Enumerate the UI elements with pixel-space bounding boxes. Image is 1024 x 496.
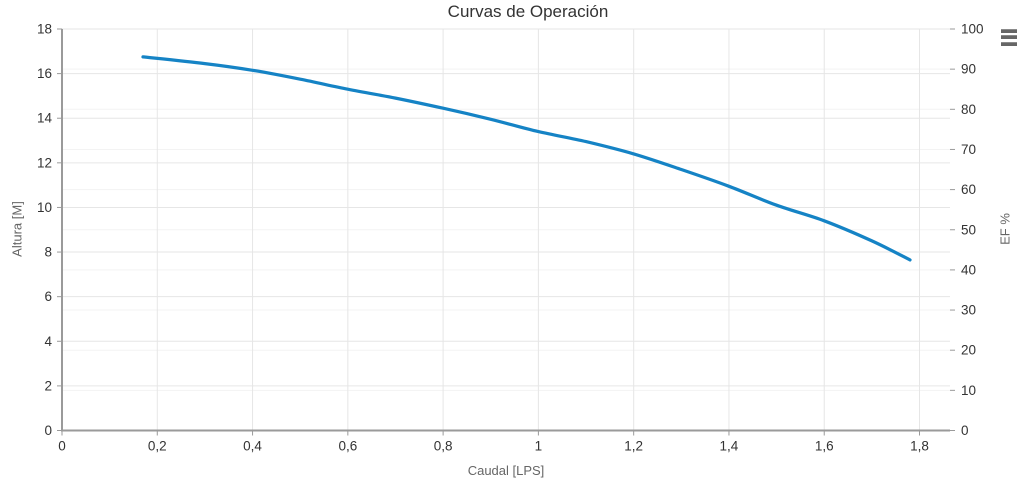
y-right-tick-label: 40 <box>961 262 976 277</box>
x-tick-label: 1,2 <box>624 439 643 454</box>
y-right-tick-label: 70 <box>961 142 976 157</box>
hamburger-menu-icon <box>1000 28 1018 46</box>
y-right-tick-label: 80 <box>961 102 976 117</box>
y-left-tick-label: 0 <box>44 423 52 438</box>
x-tick-label: 0 <box>58 439 66 454</box>
y-axis-right-title: EF % <box>997 213 1013 245</box>
x-tick-label: 1,6 <box>815 439 834 454</box>
series-line-altura[interactable] <box>141 55 912 262</box>
x-tick-label: 1,8 <box>910 439 929 454</box>
y-left-tick-label: 4 <box>44 334 52 349</box>
x-axis-title: Caudal [LPS] <box>467 463 545 478</box>
x-tick-label: 1,4 <box>720 439 739 454</box>
y-right-tick-label: 20 <box>961 343 976 358</box>
chart-context-menu-button[interactable] <box>997 25 1021 49</box>
x-tick-label: 1 <box>535 439 543 454</box>
x-tick-label: 0,2 <box>148 439 167 454</box>
y-left-tick-label: 6 <box>44 289 52 304</box>
y-right-tick-label: 50 <box>961 222 976 237</box>
x-tick-label: 0,4 <box>243 439 262 454</box>
y-right-tick-label: 30 <box>961 303 976 318</box>
y-left-tick-label: 14 <box>37 111 53 126</box>
y-left-tick-label: 12 <box>37 155 52 170</box>
y-left-tick-label: 2 <box>44 378 52 393</box>
y-right-tick-label: 0 <box>961 423 969 438</box>
y-left-tick-label: 10 <box>37 200 52 215</box>
y-axis-left-title: Altura [M] <box>9 201 25 257</box>
chart-title: Curvas de Operación <box>447 2 609 21</box>
y-left-tick-label: 18 <box>37 22 52 37</box>
y-right-tick-label: 100 <box>961 22 984 37</box>
y-right-tick-label: 60 <box>961 182 976 197</box>
y-right-tick-label: 10 <box>961 383 976 398</box>
x-tick-label: 0,8 <box>434 439 453 454</box>
y-left-tick-label: 8 <box>44 245 52 260</box>
y-left-tick-label: 16 <box>37 66 52 81</box>
y-right-tick-label: 90 <box>961 62 976 77</box>
x-tick-label: 0,6 <box>338 439 357 454</box>
